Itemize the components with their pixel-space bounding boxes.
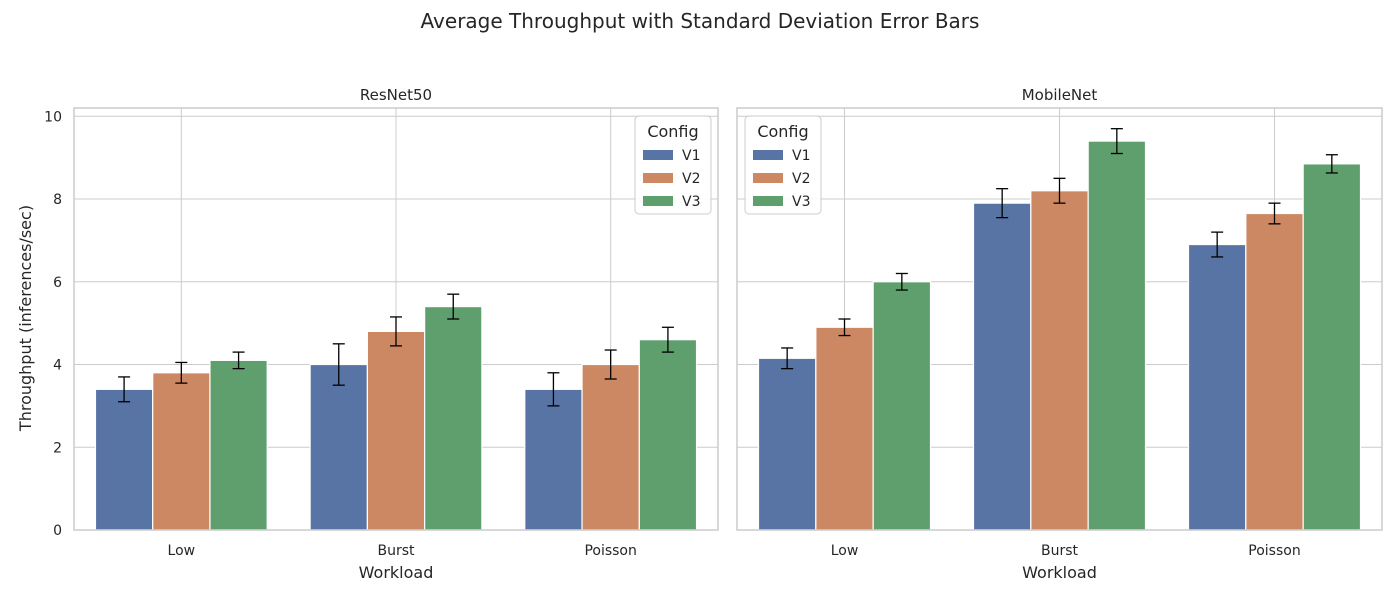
legend-label-v3: V3 bbox=[682, 194, 700, 210]
legend-label-v3: V3 bbox=[792, 194, 810, 210]
y-tick-label: 2 bbox=[53, 440, 62, 456]
legend-box bbox=[634, 115, 712, 215]
legend-label-v2: V2 bbox=[682, 171, 700, 187]
y-tick-label: 6 bbox=[53, 275, 62, 291]
axes-frame bbox=[73, 107, 719, 531]
bar-v1-poisson bbox=[1187, 243, 1247, 531]
x-tick-label: Burst bbox=[1041, 543, 1079, 559]
x-tick-label: Burst bbox=[377, 543, 415, 559]
legend-label-v2: V2 bbox=[792, 171, 810, 187]
legend-swatch-v1 bbox=[753, 150, 783, 160]
legend-title: Config bbox=[757, 122, 808, 141]
bar-v3-poisson bbox=[638, 339, 698, 531]
bar-v1-burst bbox=[309, 363, 368, 531]
panel-title: ResNet50 bbox=[360, 86, 432, 104]
y-tick-label: 8 bbox=[53, 192, 62, 208]
bar-v3-poisson bbox=[1302, 163, 1362, 531]
chart-suptitle: Average Throughput with Standard Deviati… bbox=[421, 9, 980, 33]
bar-v3-burst bbox=[1087, 140, 1147, 531]
legend: Config V1 V2 V3 bbox=[634, 115, 712, 215]
legend-label-v1: V1 bbox=[682, 148, 700, 164]
y-tick-label: 10 bbox=[44, 109, 62, 125]
legend-swatch-v2 bbox=[753, 173, 783, 183]
x-tick-label: Low bbox=[168, 543, 196, 559]
bar-v2-low bbox=[815, 326, 874, 531]
x-tick-label: Low bbox=[831, 543, 859, 559]
y-axis-label: Throughput (inferences/sec) bbox=[16, 205, 35, 432]
bar-v1-low bbox=[757, 357, 817, 531]
bar-v2-poisson bbox=[581, 363, 640, 531]
bar-v3-low bbox=[209, 359, 268, 531]
panel-title: MobileNet bbox=[1022, 86, 1098, 104]
bar-v2-poisson bbox=[1245, 212, 1304, 531]
legend-swatch-v2 bbox=[643, 173, 673, 183]
legend-title: Config bbox=[647, 122, 698, 141]
bar-v2-burst bbox=[366, 330, 426, 531]
x-tick-label: Poisson bbox=[584, 543, 636, 559]
legend-swatch-v3 bbox=[643, 196, 673, 206]
x-axis-label: Workload bbox=[359, 563, 434, 582]
axes-frame bbox=[736, 107, 1383, 531]
bar-v1-low bbox=[94, 388, 154, 531]
legend-swatch-v1 bbox=[643, 150, 673, 160]
legend: Config V1 V2 V3 bbox=[744, 115, 822, 215]
legend-box bbox=[744, 115, 822, 215]
bar-v2-burst bbox=[1030, 190, 1089, 531]
legend-swatch-v3 bbox=[753, 196, 783, 206]
bar-v1-poisson bbox=[524, 388, 583, 531]
bar-v2-low bbox=[152, 372, 211, 531]
bar-v3-low bbox=[872, 281, 932, 531]
x-tick-label: Poisson bbox=[1248, 543, 1300, 559]
legend-label-v1: V1 bbox=[792, 148, 810, 164]
y-tick-label: 0 bbox=[53, 523, 62, 539]
panel-mobilenet: Low Burst Poisson MobileNet Workload Config V1… bbox=[736, 86, 1383, 582]
y-tick-label: 4 bbox=[53, 358, 62, 374]
x-axis-label: Workload bbox=[1022, 563, 1097, 582]
bar-v1-burst bbox=[972, 202, 1032, 531]
panel-resnet50: Low Burst Poisson 0 2 4 6 8 10 ResNet50 Workload Co… bbox=[44, 86, 719, 582]
bar-v3-burst bbox=[424, 305, 483, 531]
